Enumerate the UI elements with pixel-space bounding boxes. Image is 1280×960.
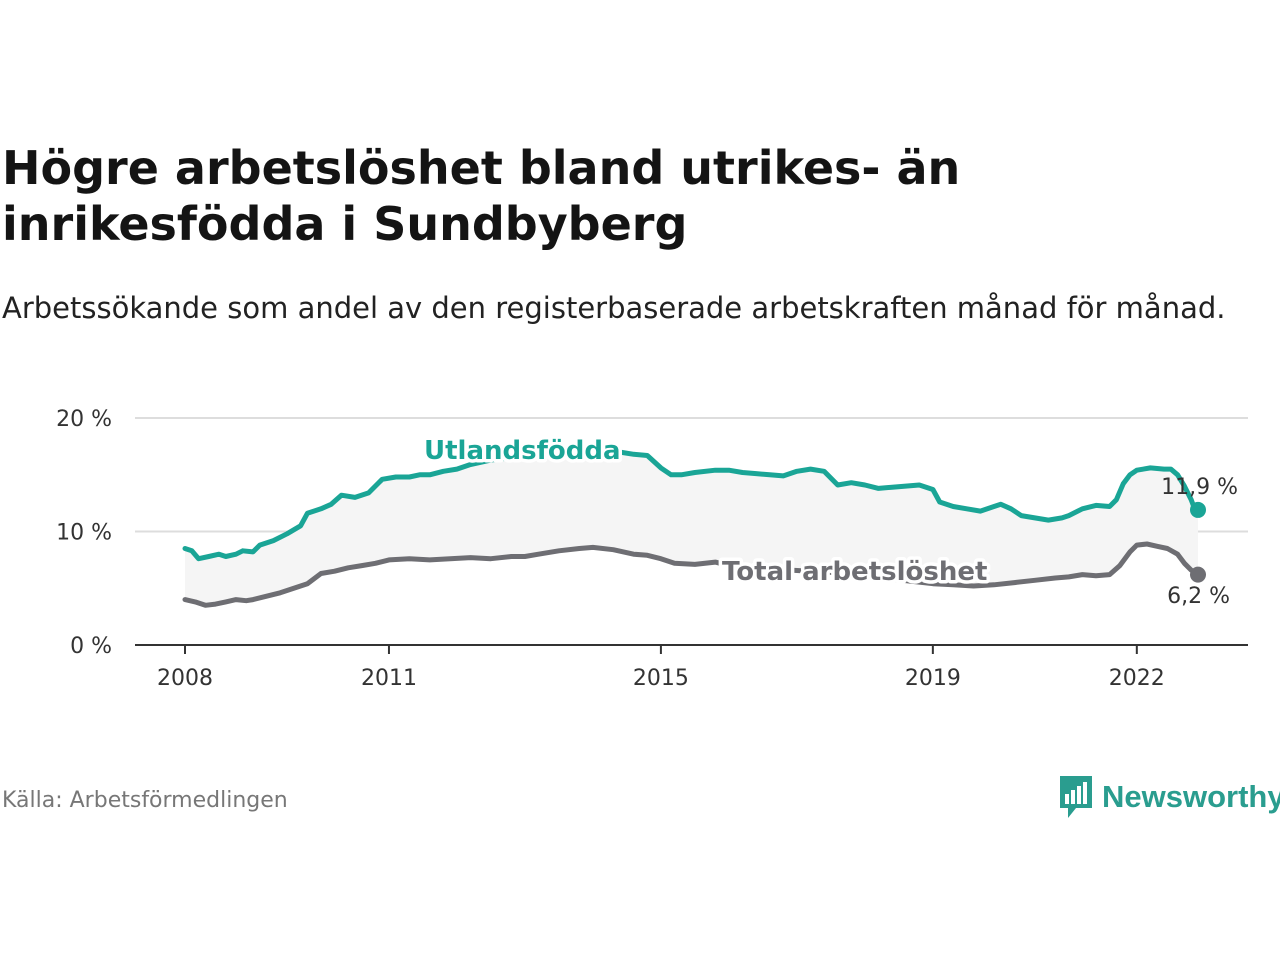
x-tick-label: 2015	[633, 666, 689, 691]
y-tick-label: 10 %	[56, 521, 112, 546]
x-tick-label: 2022	[1109, 666, 1165, 691]
y-tick-label: 20 %	[56, 407, 112, 432]
chart-title: Högre arbetslöshet bland utrikes- än inr…	[2, 141, 961, 251]
bar-chart-icon	[1060, 776, 1092, 818]
brand-logo: Newsworthy	[1058, 774, 1280, 820]
end-point-foreign	[1190, 501, 1206, 518]
chart-subtitle: Arbetssökande som andel av den registerb…	[2, 291, 1226, 325]
grid-layer: 0 % 10 % 20 % 2008 2011 2015 2019 2022	[56, 407, 1248, 691]
series-line-foreign	[182, 448, 1201, 562]
y-tick-label: 0 %	[70, 634, 112, 659]
series-line-total	[182, 541, 1201, 608]
x-tick-label: 2011	[361, 666, 417, 691]
x-tick-label: 2019	[905, 666, 961, 691]
gap-band	[185, 450, 1198, 606]
end-label-foreign: 11,9 %	[1161, 475, 1238, 500]
series-label-foreign: Utlandsfödda	[424, 436, 621, 466]
brand-name: Newsworthy	[1102, 779, 1280, 814]
series-label-total: Total arbetslöshet	[722, 557, 987, 587]
end-label-total: 6,2 %	[1167, 584, 1230, 609]
source-note: Källa: Arbetsförmedlingen	[2, 788, 288, 813]
x-tick-label: 2008	[157, 666, 213, 691]
line-chart: 0 % 10 % 20 % 2008 2011 2015 2019 2022 Utlandsf…	[56, 407, 1248, 691]
end-point-total	[1190, 566, 1206, 583]
